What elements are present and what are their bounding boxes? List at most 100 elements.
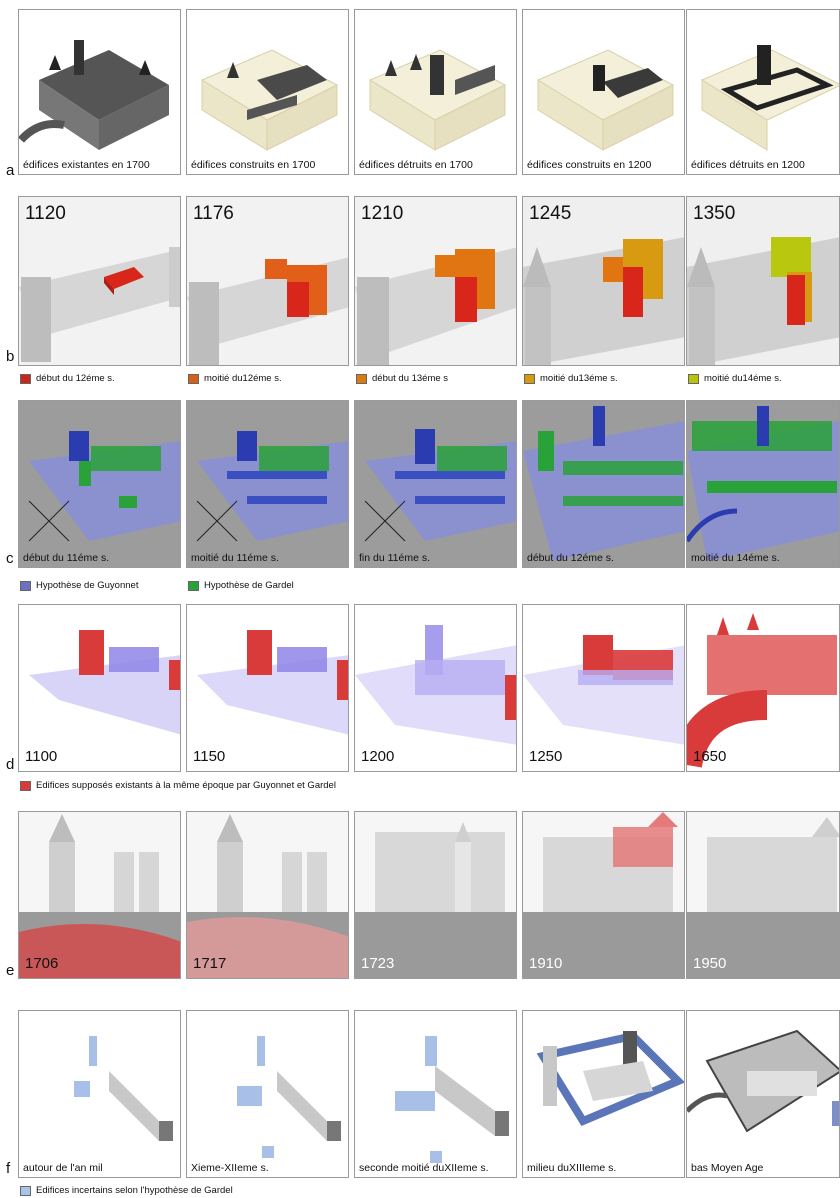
castle-model-image	[355, 197, 516, 365]
castle-model-image	[523, 635, 684, 745]
caption: moitié du 14éme s.	[691, 552, 780, 564]
year-label: 1950	[693, 955, 727, 972]
year-label: 1717	[193, 955, 227, 972]
legend-label: moitié du13éme s.	[540, 373, 618, 384]
panel-f-4: milieu duXIIIeme s.	[522, 1010, 685, 1178]
caption: édifices existantes en 1700	[23, 159, 150, 171]
row-label: d	[6, 756, 15, 773]
panel-d-2: 1150	[186, 604, 349, 772]
legend-swatch	[20, 1185, 31, 1196]
castle-model-image	[687, 613, 837, 769]
castle-model-image	[28, 431, 180, 542]
row-label: f	[6, 1160, 11, 1177]
castle-model-image	[687, 197, 839, 365]
legend-label: début du 13éme s	[372, 373, 449, 384]
panel-f-2: Xieme-XIIeme s.	[186, 1010, 349, 1178]
caption: moitié du 11éme s.	[191, 552, 279, 564]
caption: bas Moyen Age	[691, 1162, 764, 1174]
castle-model-image	[536, 1031, 684, 1127]
castle-model-image	[187, 812, 348, 978]
panel-a-3: édifices détruits en 1700	[354, 9, 517, 175]
legend-label: Edifices incertains selon l'hypothèse de…	[36, 1185, 233, 1196]
panel-a-5: édifices détruits en 1200	[686, 9, 840, 175]
legend-label: moitié du12éme s.	[204, 373, 282, 384]
castle-model-image	[687, 1029, 839, 1133]
caption: édifices détruits en 1200	[691, 159, 805, 171]
row-label: a	[6, 162, 15, 179]
panel-b-4: 1245	[522, 196, 685, 366]
year-label: 1150	[193, 748, 226, 765]
year-label: 1176	[193, 203, 234, 224]
row-f: autour de l'an mil Xieme-XIIeme s. secon…	[0, 1010, 840, 1198]
legend-item: Hypothèse de Guyonnet	[20, 580, 138, 591]
caption: milieu duXIIIeme s.	[527, 1162, 617, 1174]
panel-f-5: bas Moyen Age	[686, 1010, 840, 1178]
row-label: e	[6, 962, 15, 979]
legend-swatch	[188, 373, 199, 384]
year-label: 1200	[361, 748, 395, 765]
legend-swatch	[188, 580, 199, 591]
caption: édifices construits en 1700	[191, 159, 316, 171]
row-e: 1706 1717 1723 1910	[0, 811, 840, 991]
year-label: 1723	[361, 955, 395, 972]
panel-b-3: 1210	[354, 196, 517, 366]
row-d: 1100 1150 1200 1250	[0, 604, 840, 794]
year-label: 1245	[529, 203, 572, 224]
legend-item: début du 13éme s	[356, 373, 448, 384]
castle-model-image	[197, 630, 348, 735]
panel-f-1: autour de l'an mil	[18, 1010, 181, 1178]
caption: début du 11éme s.	[23, 552, 110, 564]
legend-label: Hypothèse de Gardel	[204, 580, 294, 591]
panel-b-2: 1176	[186, 196, 349, 366]
legend-label: Hypothèse de Guyonnet	[36, 580, 139, 591]
panel-a-2: édifices construits en 1700	[186, 9, 349, 175]
year-label: 1250	[529, 748, 563, 765]
castle-model-image	[355, 625, 516, 745]
castle-model-image	[523, 406, 684, 561]
castle-model-image	[368, 49, 507, 151]
row-c: début du 11éme s. moitié du 11éme s. fin…	[0, 400, 840, 600]
panel-e-5: 1950	[686, 811, 840, 979]
legend-label: début du 12éme s.	[36, 373, 115, 384]
panel-c-1: début du 11éme s.	[18, 400, 181, 568]
castle-model-image	[523, 812, 684, 978]
castle-model-image	[19, 197, 180, 365]
legend-item: moitié du14éme s.	[688, 373, 782, 384]
castle-model-image	[687, 812, 839, 978]
castle-model-image	[74, 1036, 173, 1141]
panel-c-4: début du 12éme s.	[522, 400, 685, 568]
castle-model-image	[29, 630, 180, 735]
castle-model-image	[187, 197, 348, 365]
legend-item: moitié du13éme s.	[524, 373, 618, 384]
panel-a-1: édifices existantes en 1700	[18, 9, 181, 175]
panel-c-3: fin du 11éme s.	[354, 400, 517, 568]
year-label: 1650	[693, 748, 727, 765]
panel-e-4: 1910	[522, 811, 685, 979]
caption: seconde moitié duXIIeme s.	[359, 1162, 489, 1174]
caption: édifices construits en 1200	[527, 159, 652, 171]
caption: édifices détruits en 1700	[359, 159, 473, 171]
year-label: 1120	[25, 203, 66, 224]
castle-model-image	[536, 49, 675, 151]
legend-item: début du 12éme s.	[20, 373, 115, 384]
year-label: 1100	[25, 748, 58, 765]
caption: début du 12éme s.	[527, 552, 614, 564]
castle-model-image	[687, 406, 839, 561]
castle-model-image	[19, 40, 169, 150]
castle-model-image	[395, 1036, 509, 1163]
legend-item: Hypothèse de Gardel	[188, 580, 294, 591]
castle-model-image	[523, 197, 684, 365]
castle-model-image	[364, 429, 516, 542]
year-label: 1910	[529, 955, 563, 972]
legend-label: Edifices supposés existants à la même ép…	[36, 780, 336, 791]
castle-model-image	[237, 1036, 341, 1158]
panel-e-3: 1723	[354, 811, 517, 979]
caption: autour de l'an mil	[23, 1162, 103, 1174]
row-a: édifices existantes en 1700 édifices con…	[0, 9, 840, 181]
panel-d-4: 1250	[522, 604, 685, 772]
castle-model-image	[700, 45, 839, 151]
legend-item: moitié du12éme s.	[188, 373, 282, 384]
legend-swatch	[524, 373, 535, 384]
year-label: 1350	[693, 203, 736, 224]
row-b: 1120 1176 1210	[0, 196, 840, 386]
